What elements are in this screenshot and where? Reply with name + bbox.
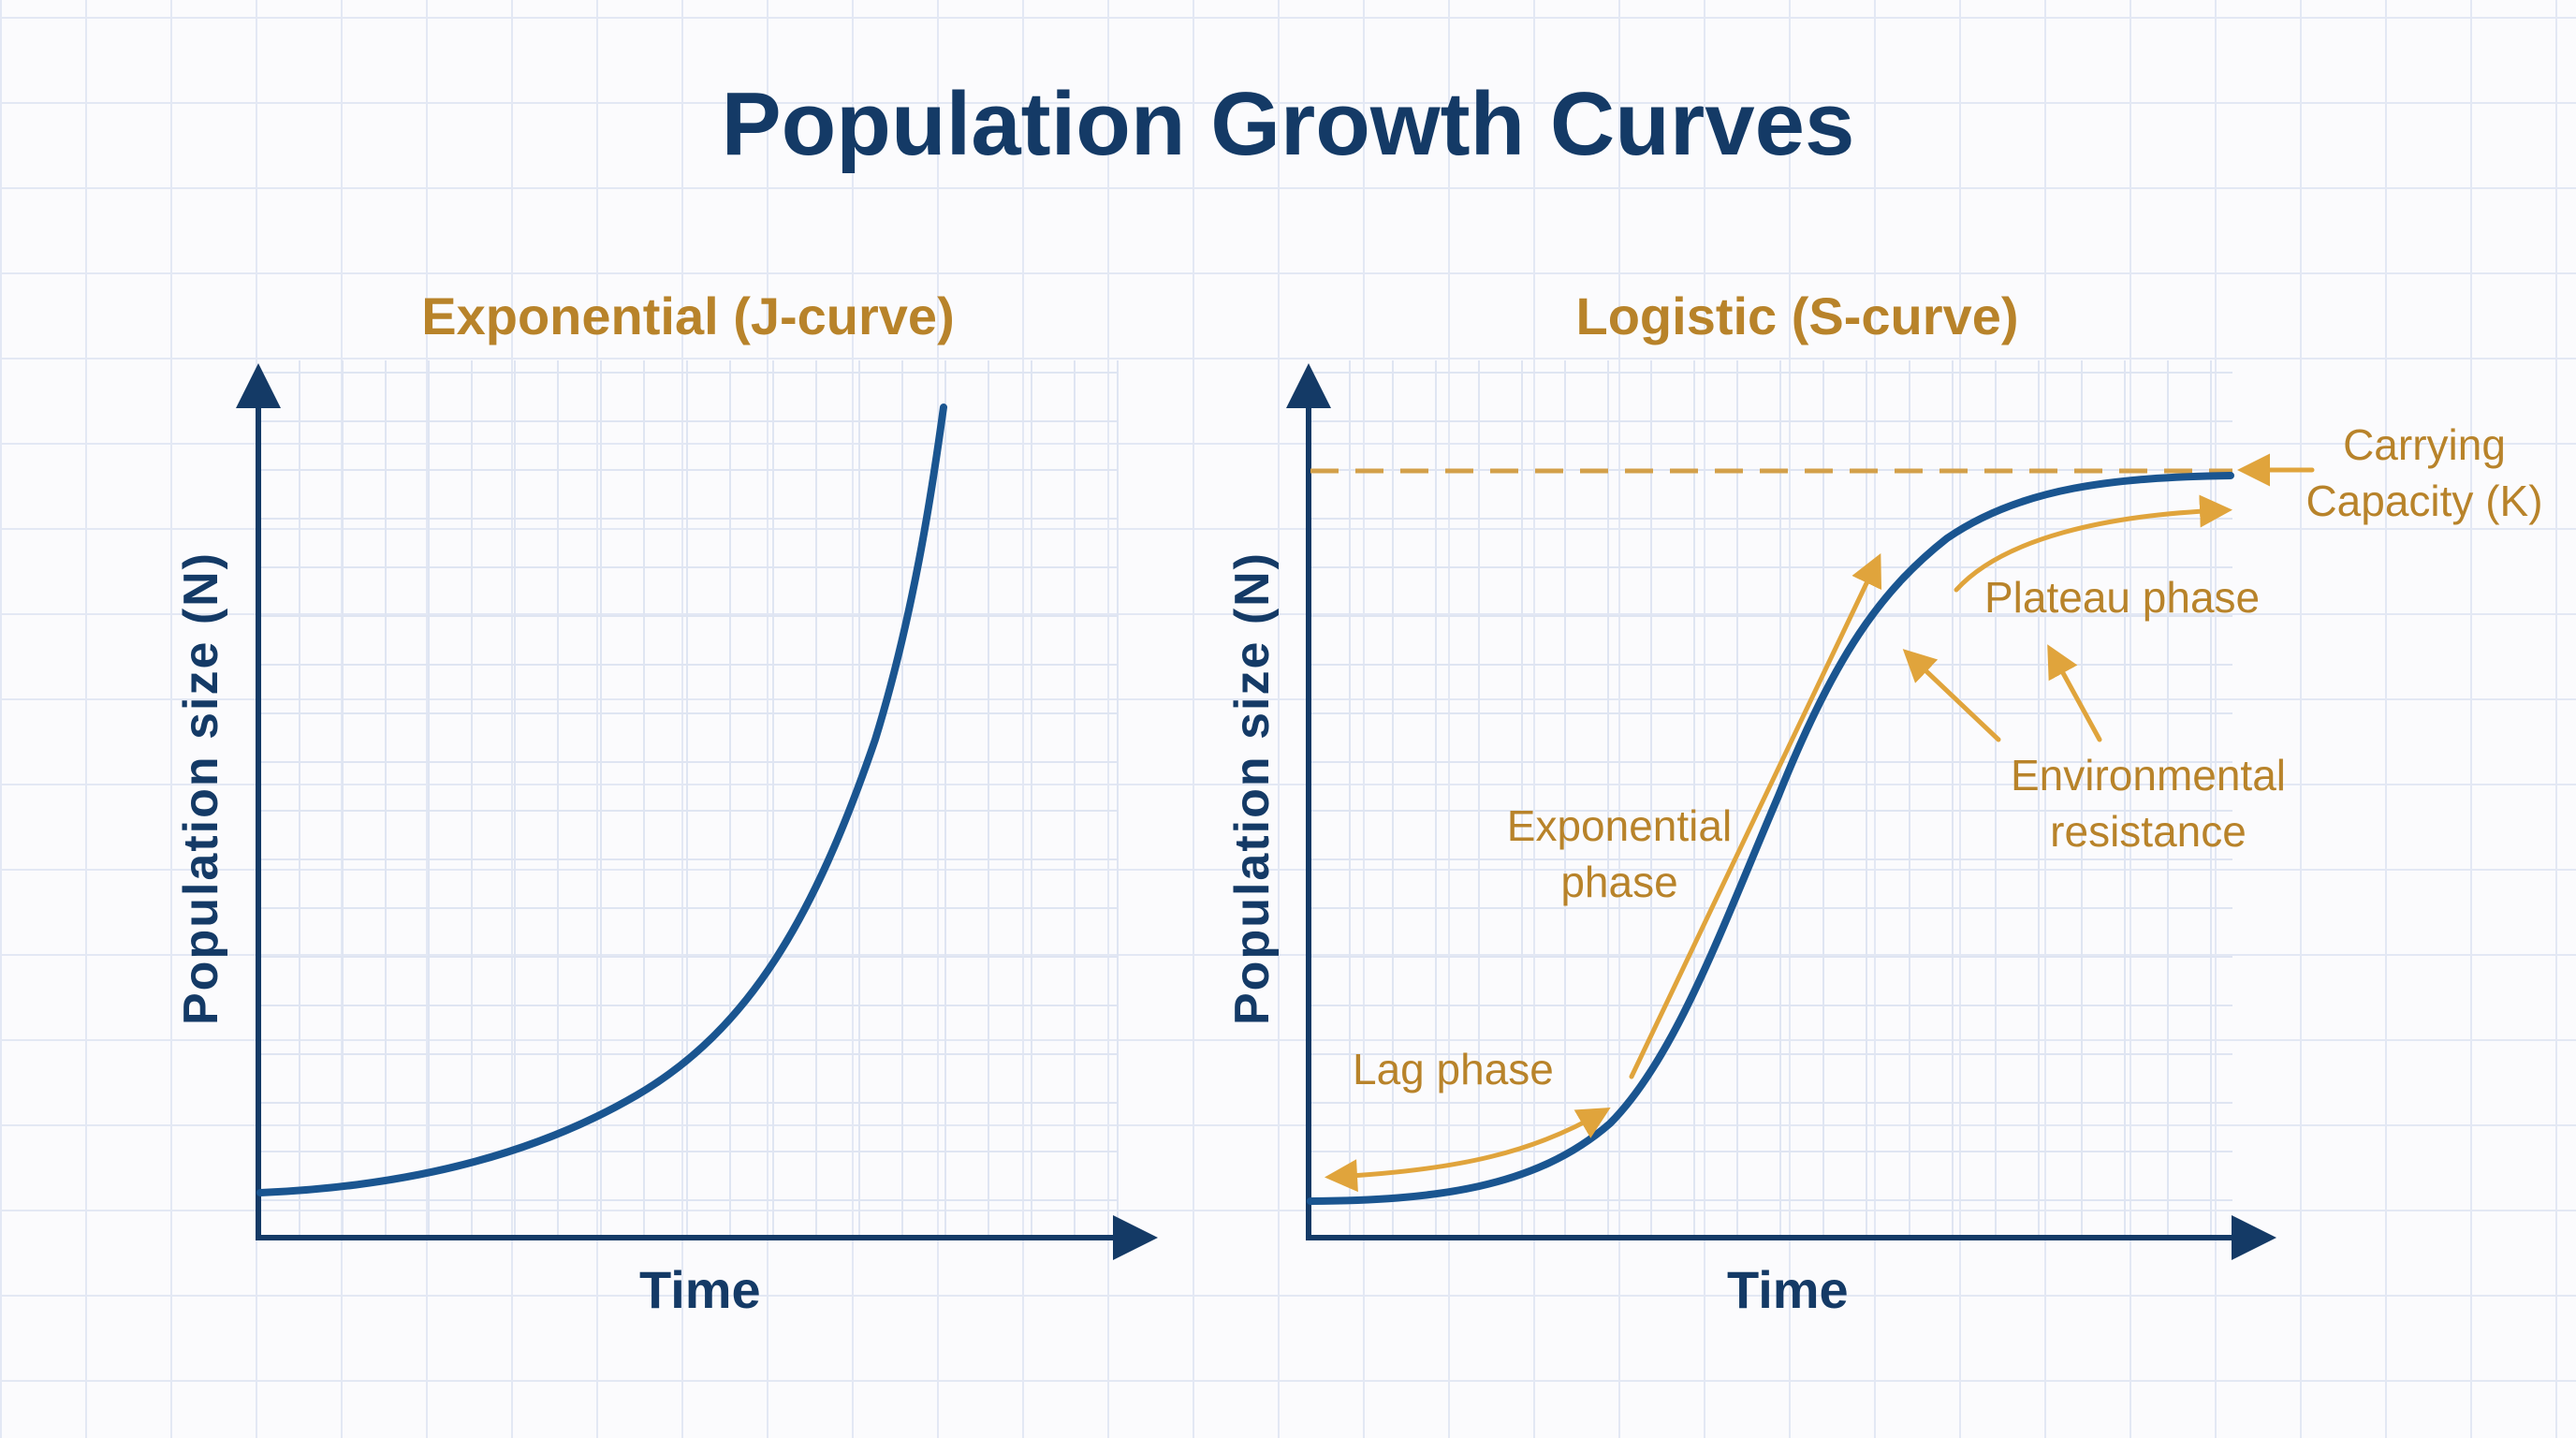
exponential-x-axis-label: Time (639, 1260, 761, 1319)
logistic-chart-title: Logistic (S-curve) (1575, 286, 2019, 345)
environmental-resistance-label-line2: resistance (2050, 807, 2247, 856)
environmental-resistance-arrow-1 (1902, 649, 2001, 742)
exponential-phase-label: Exponential phase (1488, 798, 1750, 910)
logistic-grid (1308, 360, 2232, 1238)
environmental-resistance-label-line1: Environmental (2010, 751, 2287, 800)
carrying-capacity-label-line1: Carrying (2343, 420, 2506, 469)
exponential-phase-label-line2: phase (1560, 858, 1678, 906)
logistic-x-axis-label: Time (1727, 1260, 1849, 1319)
annotation-arrows (1325, 453, 2315, 1193)
exponential-phase-label-line1: Exponential (1506, 801, 1733, 850)
environmental-resistance-arrow-2 (2047, 644, 2102, 742)
exponential-grid (257, 360, 1119, 1238)
logistic-axes (1286, 363, 2276, 1260)
environmental-resistance-label: Environmental resistance (1989, 747, 2307, 859)
exponential-phase-arrow (1629, 552, 1882, 1079)
lag-phase-label: Lag phase (1353, 1045, 1554, 1093)
page-title: Population Growth Curves (721, 74, 1855, 174)
exponential-chart-title: Exponential (J-curve) (421, 286, 955, 345)
plateau-arrow (1954, 494, 2232, 593)
exponential-curve (256, 404, 947, 1196)
lag-phase-arrow (1325, 1107, 1611, 1193)
exponential-axes (236, 363, 1158, 1260)
carrying-capacity-label-line2: Capacity (K) (2305, 477, 2543, 525)
plateau-phase-label: Plateau phase (1984, 573, 2261, 622)
carrying-capacity-label: Carrying Capacity (K) (2284, 417, 2565, 529)
